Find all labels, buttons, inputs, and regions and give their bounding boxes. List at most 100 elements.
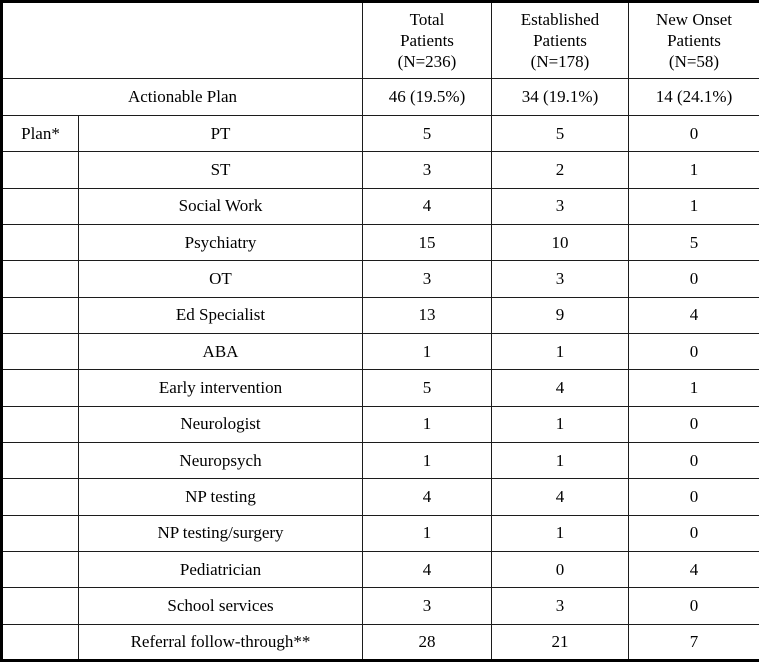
row-established: 21 (491, 623, 629, 662)
row-total: 3 (362, 151, 492, 189)
row-label: Neuropsych (78, 441, 363, 480)
row-label: Referral follow-through** (78, 623, 363, 662)
actionable-plan-label: Actionable Plan (1, 77, 363, 117)
table-row-aba: ABA 1 1 0 (1, 332, 759, 371)
row-label: NP testing/surgery (78, 514, 363, 552)
row-total: 15 (362, 223, 492, 262)
row-established: 9 (491, 296, 629, 334)
row-established: 1 (491, 514, 629, 552)
plan-group-spacer (1, 223, 79, 262)
row-established: 4 (491, 478, 629, 516)
row-new-onset: 0 (628, 115, 759, 153)
actionable-plan-new-onset: 14 (24.1%) (628, 77, 759, 117)
header-established-line2: Patients (533, 30, 587, 50)
row-label: Early intervention (78, 369, 363, 407)
table-row-neuropsych: Neuropsych 1 1 0 (1, 441, 759, 480)
row-label: PT (78, 115, 363, 153)
row-new-onset: 4 (628, 296, 759, 334)
plan-group-spacer (1, 587, 79, 625)
row-total: 13 (362, 296, 492, 334)
row-established: 2 (491, 151, 629, 189)
plan-group-spacer (1, 405, 79, 443)
plan-group-spacer (1, 332, 79, 371)
row-new-onset: 0 (628, 441, 759, 480)
table-row-np-testing: NP testing 4 4 0 (1, 478, 759, 516)
row-total: 28 (362, 623, 492, 662)
plan-group-spacer (1, 260, 79, 298)
table-row-school-services: School services 3 3 0 (1, 587, 759, 625)
header-established-patients: Established Patients (N=178) (491, 1, 629, 79)
row-label: Pediatrician (78, 550, 363, 589)
row-new-onset: 0 (628, 514, 759, 552)
plan-group-spacer (1, 478, 79, 516)
header-total-line2: Patients (400, 30, 454, 50)
row-total: 4 (362, 550, 492, 589)
plan-group-spacer (1, 623, 79, 662)
row-established: 3 (491, 260, 629, 298)
row-new-onset: 7 (628, 623, 759, 662)
row-established: 10 (491, 223, 629, 262)
row-label: Social Work (78, 187, 363, 226)
row-new-onset: 0 (628, 587, 759, 625)
table-row-referral-follow-through: Referral follow-through** 28 21 7 (1, 623, 759, 662)
row-total: 3 (362, 587, 492, 625)
row-label: Psychiatry (78, 223, 363, 262)
row-label: NP testing (78, 478, 363, 516)
plan-group-spacer (1, 151, 79, 189)
row-new-onset: 1 (628, 187, 759, 226)
table-row-early-intervention: Early intervention 5 4 1 (1, 369, 759, 407)
header-new-onset-patients: New Onset Patients (N=58) (628, 1, 759, 79)
row-total: 3 (362, 260, 492, 298)
row-new-onset: 0 (628, 332, 759, 371)
table-row-pediatrician: Pediatrician 4 0 4 (1, 550, 759, 589)
row-new-onset: 0 (628, 260, 759, 298)
plan-group-spacer (1, 187, 79, 226)
row-label: School services (78, 587, 363, 625)
row-established: 3 (491, 587, 629, 625)
row-total: 4 (362, 478, 492, 516)
header-new-onset-line1: New Onset (655, 9, 732, 29)
table-row-st: ST 3 2 1 (1, 151, 759, 189)
row-established: 4 (491, 369, 629, 407)
table-row-neurologist: Neurologist 1 1 0 (1, 405, 759, 443)
row-new-onset: 0 (628, 478, 759, 516)
plan-group-spacer (1, 441, 79, 480)
row-total: 1 (362, 405, 492, 443)
table-row-psychiatry: Psychiatry 15 10 5 (1, 223, 759, 262)
row-new-onset: 1 (628, 369, 759, 407)
header-empty-cell (1, 1, 363, 79)
header-established-line3: (N=178) (530, 51, 590, 71)
actionable-plan-row: Actionable Plan 46 (19.5%) 34 (19.1%) 14… (1, 77, 759, 117)
header-new-onset-line3: (N=58) (668, 51, 720, 71)
row-established: 1 (491, 441, 629, 480)
header-row: Total Patients (N=236) Established Patie… (1, 1, 759, 79)
header-total-patients: Total Patients (N=236) (362, 1, 492, 79)
plan-group-spacer (1, 369, 79, 407)
row-label: Neurologist (78, 405, 363, 443)
row-label: ABA (78, 332, 363, 371)
row-established: 5 (491, 115, 629, 153)
row-total: 4 (362, 187, 492, 226)
row-new-onset: 5 (628, 223, 759, 262)
row-total: 5 (362, 369, 492, 407)
row-total: 1 (362, 514, 492, 552)
row-established: 1 (491, 405, 629, 443)
header-established-line1: Established (520, 9, 600, 29)
header-total-line1: Total (409, 9, 445, 29)
header-new-onset-line2: Patients (667, 30, 721, 50)
row-established: 1 (491, 332, 629, 371)
table-row-ot: OT 3 3 0 (1, 260, 759, 298)
table-row-ed-specialist: Ed Specialist 13 9 4 (1, 296, 759, 334)
row-total: 5 (362, 115, 492, 153)
plan-group-label: Plan* (1, 115, 79, 153)
actionable-plan-established: 34 (19.1%) (491, 77, 629, 117)
row-established: 3 (491, 187, 629, 226)
row-new-onset: 0 (628, 405, 759, 443)
table-row-np-testing-surgery: NP testing/surgery 1 1 0 (1, 514, 759, 552)
actionable-plan-total: 46 (19.5%) (362, 77, 492, 117)
row-label: Ed Specialist (78, 296, 363, 334)
row-total: 1 (362, 332, 492, 371)
table-row-pt: Plan* PT 5 5 0 (1, 115, 759, 153)
